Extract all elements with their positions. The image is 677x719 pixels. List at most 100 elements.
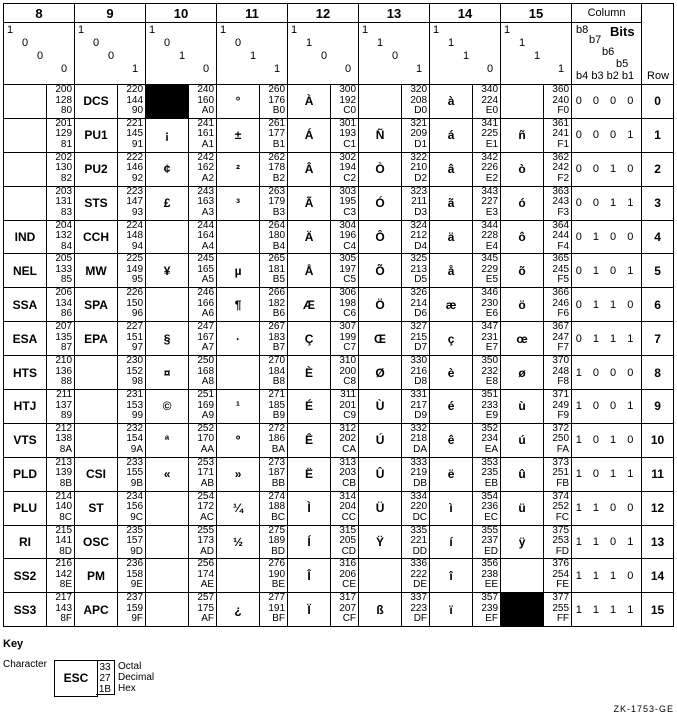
- bit-value: 1: [433, 24, 440, 36]
- code-cell: 373 251 FB: [543, 456, 573, 492]
- decimal-value: 207: [339, 602, 357, 614]
- code-cell: 302 194 C2: [330, 151, 360, 187]
- decimal-value: 149: [126, 263, 144, 275]
- decimal-value: 195: [339, 196, 357, 208]
- code-cell: 236 158 9E: [117, 558, 147, 594]
- code-cell: 212 138 8A: [45, 422, 76, 458]
- code-cell: 265 181 B5: [259, 253, 289, 289]
- decimal-value: 176: [268, 94, 286, 106]
- code-cell: 354 236 EC: [472, 490, 502, 526]
- row-number: 3: [641, 185, 675, 221]
- octal-value: 361: [552, 118, 570, 129]
- character-cell: ¤: [145, 355, 190, 391]
- character-cell: Ø: [358, 355, 403, 391]
- decimal-value: 174: [197, 568, 215, 580]
- decimal-value: 160: [197, 94, 215, 106]
- code-cell: 230 152 98: [117, 355, 147, 391]
- hex-value: E4: [485, 240, 499, 252]
- table-row: 200 128 80 DCS 220 144 90 240 160 A0 ° 260 176 B0 À 300…: [3, 84, 675, 119]
- octal-value: 300: [339, 84, 357, 95]
- octal-value: 262: [268, 152, 286, 163]
- hex-value: B4: [272, 240, 286, 252]
- bit-value: 0: [108, 50, 115, 62]
- code-cell: 264 180 B4: [259, 219, 289, 255]
- hex-value: 96: [131, 308, 144, 320]
- hex-value: A2: [201, 172, 215, 184]
- character-cell: É: [287, 389, 332, 424]
- hex-value: 86: [60, 308, 73, 320]
- decimal-value: 201: [339, 399, 357, 411]
- row-number: 1: [641, 117, 675, 153]
- bit-value: 1: [149, 24, 156, 36]
- code-cell: 202 130 82: [45, 151, 76, 187]
- column-label: Column: [571, 3, 643, 23]
- octal-value: 376: [552, 558, 570, 570]
- decimal-value: 147: [126, 196, 144, 208]
- hex-value: C2: [343, 172, 357, 184]
- hex-value: F9: [557, 410, 570, 422]
- hex-value: CC: [341, 511, 357, 523]
- octal-value: 201: [55, 118, 73, 129]
- bits-label: Bits: [610, 24, 635, 39]
- code-cell: 311 201 C9: [330, 389, 360, 424]
- row-bits: 1 0 1 0: [571, 422, 643, 458]
- octal-value: 352: [481, 423, 499, 434]
- octal-value: 200: [55, 84, 73, 95]
- hex-value: A5: [201, 274, 215, 286]
- octal-value: 333: [410, 457, 428, 468]
- code-cell: 235 157 9D: [117, 524, 147, 560]
- code-cell: 315 205 CD: [330, 524, 360, 560]
- octal-value: 236: [126, 558, 144, 570]
- character-cell: NEL: [3, 253, 47, 289]
- hex-value: AB: [200, 477, 215, 489]
- decimal-value: 219: [410, 467, 428, 479]
- code-cell: 246 166 A6: [188, 287, 218, 323]
- character-cell: Á: [287, 117, 332, 153]
- hex-value: C4: [343, 240, 357, 252]
- decimal-value: 133: [55, 263, 73, 275]
- table-row: ESA 207 135 87 EPA 227 151 97 § 247 167 A7 · 267 183 B7…: [3, 321, 675, 357]
- character-cell: ü: [500, 490, 545, 526]
- decimal-value: 145: [126, 128, 144, 140]
- octal-value: 305: [339, 253, 357, 265]
- character-cell: [3, 185, 47, 221]
- character-cell: ë: [429, 456, 474, 492]
- code-cell: 346 230 E6: [472, 287, 502, 323]
- octal-value: 315: [339, 525, 357, 536]
- octal-value: 331: [410, 389, 428, 401]
- character-cell: DCS: [74, 84, 119, 119]
- octal-value: 223: [126, 186, 144, 197]
- code-cell: 362 242 F2: [543, 151, 573, 187]
- character-cell: Ù: [358, 389, 403, 424]
- code-cell: 366 246 F6: [543, 287, 573, 323]
- character-cell: Æ: [287, 287, 332, 323]
- key-hex: 1B: [98, 684, 112, 695]
- table-row: HTS 210 136 88 230 152 98 ¤ 250 168 A8 270 184 B8 È 310…: [3, 355, 675, 391]
- hex-value: D9: [414, 410, 428, 422]
- octal-value: 351: [481, 389, 499, 401]
- code-cell: 347 231 E7: [472, 321, 502, 357]
- octal-value: 335: [410, 525, 428, 536]
- octal-value: 221: [126, 118, 144, 129]
- character-cell: î: [429, 558, 474, 594]
- decimal-value: 163: [197, 196, 215, 208]
- octal-value: 373: [552, 457, 570, 468]
- hex-value: BE: [271, 579, 286, 591]
- decimal-value: 203: [339, 467, 357, 479]
- octal-value: 251: [197, 389, 215, 401]
- character-cell: [216, 355, 261, 391]
- code-cell: 301 193 C1: [330, 117, 360, 153]
- octal-value: 240: [197, 84, 215, 95]
- octal-value: 276: [268, 558, 286, 570]
- character-cell: [3, 117, 47, 153]
- hex-value: 89: [60, 410, 73, 422]
- key-decimal-label: Decimal: [118, 672, 155, 683]
- code-cell: 207 135 87: [45, 321, 76, 357]
- character-cell: »: [216, 456, 261, 492]
- code-cell: 313 203 CB: [330, 456, 360, 492]
- code-cell: 224 148 94: [117, 219, 147, 255]
- octal-value: 222: [126, 152, 144, 163]
- row-bits: 1 0 1 1: [571, 456, 643, 492]
- decimal-value: 255: [552, 602, 570, 614]
